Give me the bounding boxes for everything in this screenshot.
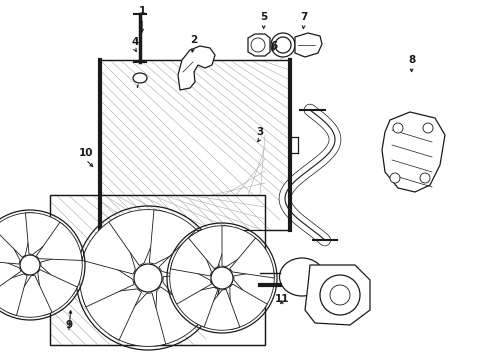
Polygon shape (189, 226, 231, 269)
Polygon shape (149, 210, 204, 264)
Text: 1: 1 (139, 6, 146, 16)
Polygon shape (248, 34, 270, 56)
Text: 11: 11 (274, 294, 289, 304)
Polygon shape (0, 222, 20, 264)
Polygon shape (196, 289, 240, 330)
Polygon shape (234, 269, 274, 312)
Polygon shape (170, 260, 212, 304)
Circle shape (420, 173, 430, 183)
Polygon shape (8, 275, 52, 317)
Text: 4: 4 (131, 37, 139, 47)
Polygon shape (82, 216, 135, 274)
Polygon shape (41, 252, 82, 295)
Polygon shape (305, 265, 370, 325)
Bar (100, 60, 290, 230)
Circle shape (134, 264, 162, 292)
Polygon shape (178, 46, 215, 90)
Polygon shape (38, 270, 77, 315)
Polygon shape (36, 222, 82, 260)
Text: 8: 8 (408, 55, 415, 65)
Ellipse shape (279, 258, 324, 296)
Circle shape (320, 275, 360, 315)
Circle shape (251, 38, 265, 52)
Polygon shape (79, 249, 134, 307)
Polygon shape (171, 233, 212, 276)
Bar (50, 195, 265, 345)
Polygon shape (173, 287, 218, 327)
Text: 9: 9 (65, 320, 72, 330)
Polygon shape (295, 33, 322, 57)
Polygon shape (0, 252, 21, 295)
Polygon shape (230, 238, 274, 278)
Ellipse shape (133, 73, 147, 83)
Text: 10: 10 (78, 148, 93, 158)
Polygon shape (82, 289, 142, 340)
Text: 6: 6 (271, 41, 278, 51)
Polygon shape (0, 274, 27, 315)
Text: 3: 3 (256, 127, 263, 137)
Polygon shape (25, 213, 67, 255)
Text: 7: 7 (300, 12, 308, 22)
Circle shape (20, 255, 40, 275)
Polygon shape (0, 213, 35, 257)
Polygon shape (109, 293, 166, 346)
Circle shape (211, 267, 233, 289)
Bar (50, 195, 265, 345)
Polygon shape (230, 284, 267, 329)
Text: 2: 2 (190, 35, 197, 45)
Text: 5: 5 (260, 12, 267, 22)
Circle shape (423, 123, 433, 133)
Polygon shape (154, 287, 204, 346)
Bar (100, 60, 290, 230)
Polygon shape (109, 210, 166, 265)
Polygon shape (222, 226, 262, 267)
Circle shape (390, 173, 400, 183)
Polygon shape (159, 230, 217, 284)
Polygon shape (163, 272, 217, 327)
Polygon shape (382, 112, 445, 192)
Circle shape (393, 123, 403, 133)
